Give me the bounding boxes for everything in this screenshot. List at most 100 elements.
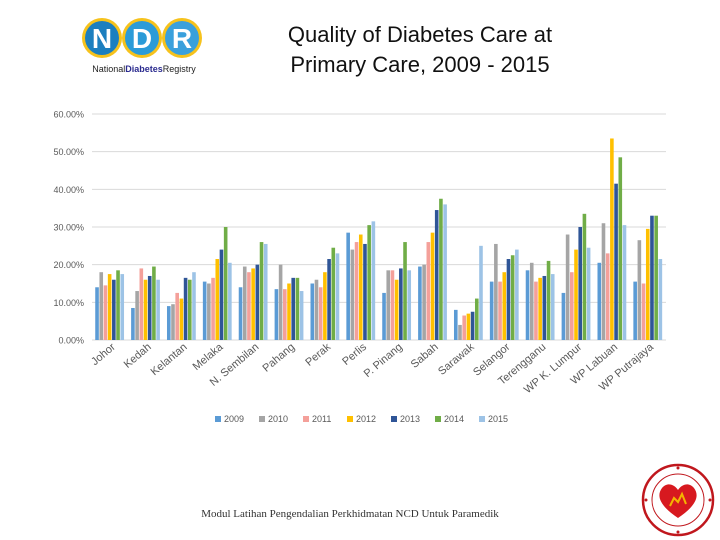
bar-2015	[335, 253, 340, 340]
bar-2014	[474, 298, 479, 340]
x-tick-label: P. Pinang	[362, 341, 405, 380]
bar-2014	[187, 279, 192, 340]
x-tick-label: Sarawak	[436, 341, 477, 378]
bar-2009	[597, 262, 602, 340]
logo-letter-r: R	[172, 23, 192, 54]
legend-swatch	[215, 416, 221, 422]
bar-2012	[323, 272, 327, 340]
bar-2014	[259, 242, 264, 340]
legend-swatch	[391, 416, 397, 422]
bar-2011	[570, 272, 574, 340]
bar-2015	[263, 243, 268, 340]
bar-2012	[143, 279, 148, 340]
x-tick-label: Sabah	[409, 341, 441, 371]
bar-2011	[426, 242, 431, 340]
ndr-logo: N D R NationalDiabetesRegistry	[82, 18, 202, 74]
bar-2013	[147, 275, 152, 340]
bar-2009	[95, 287, 99, 340]
footer-text: Modul Latihan Pengendalian Perkhidmatan …	[201, 508, 499, 520]
legend-label: 2012	[356, 414, 376, 424]
bar-2012	[179, 298, 184, 340]
bar-2011	[139, 268, 144, 340]
bar-2010	[242, 266, 247, 340]
bar-2010	[386, 270, 391, 340]
bar-2013	[434, 210, 439, 340]
bar-2014	[546, 260, 551, 340]
bar-2011	[211, 277, 215, 340]
bar-2009	[489, 281, 494, 340]
y-tick-label: 40.00%	[53, 185, 84, 195]
bar-2010	[494, 243, 498, 340]
title-line-2: Primary Care, 2009 - 2015	[290, 52, 550, 77]
bar-2015	[622, 225, 627, 340]
bar-2014	[510, 255, 515, 340]
bar-2013	[183, 277, 188, 340]
bar-2009	[274, 289, 279, 340]
bar-2009	[202, 281, 207, 340]
bar-2010	[601, 223, 606, 340]
bar-2011	[462, 315, 466, 340]
bar-2010	[565, 234, 570, 340]
bar-2015	[550, 274, 555, 340]
bar-2009	[346, 232, 350, 340]
bar-2013	[291, 277, 296, 340]
logo-subtitle: NationalDiabetesRegistry	[92, 64, 196, 74]
bar-chart: 0.00% 10.00% 20.00% 30.00% 40.00% 50.00% 60.00…	[53, 110, 666, 424]
bar-2015	[228, 262, 232, 340]
bar-2012	[251, 268, 255, 340]
bar-2012	[574, 249, 578, 340]
bar-2014	[618, 157, 623, 340]
bar-2015	[156, 279, 160, 340]
bar-2012	[107, 274, 112, 340]
bar-2012	[502, 272, 507, 340]
bar-2009	[238, 287, 243, 340]
bar-2015	[120, 274, 125, 340]
legend-swatch	[259, 416, 265, 422]
bar-2009	[382, 292, 386, 340]
x-tick-label: Kelantan	[149, 341, 190, 378]
bar-2015	[192, 272, 196, 340]
legend-label: 2013	[400, 414, 420, 424]
kementerian-kesihatan-seal-icon	[641, 463, 715, 537]
bar-2011	[605, 253, 610, 340]
bar-2012	[394, 279, 399, 340]
bar-2011	[247, 272, 251, 340]
bar-2013	[112, 279, 116, 340]
bar-2013	[650, 215, 654, 340]
bar-2010	[637, 240, 642, 340]
bar-2014	[439, 198, 443, 340]
bar-2014	[116, 270, 120, 340]
y-tick-label: 60.00%	[53, 110, 84, 120]
legend-swatch	[435, 416, 441, 422]
bar-2014	[223, 227, 228, 340]
bar-2011	[175, 292, 179, 340]
bar-2010	[135, 291, 139, 340]
page-title: Quality of Diabetes Care at Primary Care…	[250, 20, 590, 80]
bar-2014	[654, 215, 658, 340]
bar-2009	[525, 270, 530, 340]
bar-2012	[287, 283, 291, 340]
bar-2010	[529, 262, 534, 340]
bar-2011	[318, 287, 323, 340]
x-tick-label: Kedah	[122, 341, 154, 371]
bar-2010	[350, 249, 355, 340]
x-tick-label: Perak	[303, 341, 333, 369]
bar-2013	[578, 227, 583, 340]
bar-2011	[641, 283, 646, 340]
bar-2012	[466, 313, 471, 340]
bar-2010	[99, 272, 104, 340]
bar-2015	[479, 245, 483, 340]
bar-2012	[430, 232, 435, 340]
bar-2013	[399, 268, 403, 340]
bar-2009	[561, 292, 566, 340]
legend-swatch	[347, 416, 353, 422]
bar-2015	[371, 221, 376, 340]
bar-2009	[453, 309, 458, 340]
y-tick-label: 0.00%	[58, 336, 84, 346]
title-line-1: Quality of Diabetes Care at	[287, 22, 553, 47]
bar-2010	[422, 264, 426, 340]
legend-label: 2015	[488, 414, 508, 424]
bar-2012	[645, 228, 650, 340]
bar-2014	[367, 225, 371, 340]
y-tick-label: 30.00%	[53, 223, 84, 233]
